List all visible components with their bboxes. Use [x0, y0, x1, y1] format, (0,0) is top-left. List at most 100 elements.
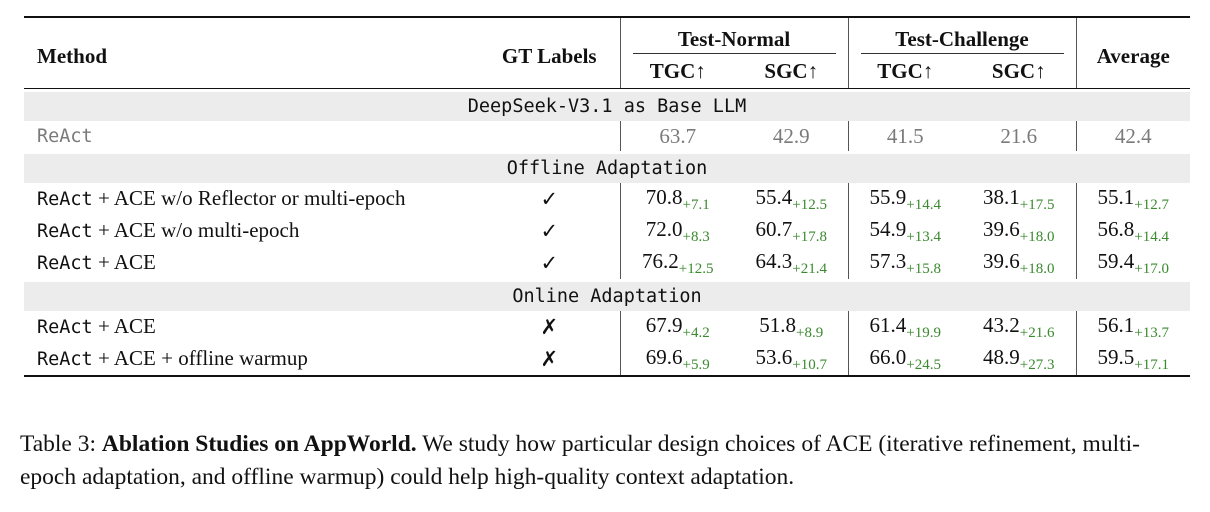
cell-value: 56.1 [1097, 313, 1135, 337]
cell-tc-tgc: 61.4+19.9 [847, 311, 962, 343]
cell-tn-tgc: 70.8+7.1 [619, 183, 735, 215]
cell-value: 55.1 [1097, 185, 1135, 209]
baseline-tc-tgc: 41.5 [847, 121, 962, 151]
cell-delta: +8.9 [796, 325, 824, 341]
row-method-prefix: ReAct [37, 189, 93, 210]
cell-delta: +8.3 [682, 229, 710, 245]
cell-delta: +13.7 [1134, 325, 1169, 341]
cell-value: 59.5 [1097, 345, 1135, 369]
baseline-avg: 42.4 [1075, 121, 1190, 151]
cell-avg: 55.1+12.7 [1075, 183, 1190, 215]
table-row: ReAct + ACE w/o multi-epoch ✓ 72.0+8.3 60.7… [24, 215, 1190, 247]
cell-tc-sgc: 43.2+21.6 [962, 311, 1076, 343]
table-row: ReAct + ACE ✓ 76.2+12.5 64.3+21.4 57.3+15.8 3… [24, 247, 1190, 279]
cell-tn-sgc: 64.3+21.4 [735, 247, 848, 279]
section-base-llm-label: DeepSeek-V3.1 as Base LLM [24, 92, 1190, 121]
cell-value: 39.6 [983, 217, 1020, 241]
section-offline: Offline Adaptation [24, 154, 1190, 183]
cell-delta: +21.4 [792, 261, 827, 277]
caption-text: We study how particular design choices o… [20, 431, 1141, 490]
cell-value: 70.8 [645, 185, 683, 209]
cell-delta: +5.9 [682, 357, 710, 373]
cell-avg: 59.5+17.1 [1075, 343, 1190, 376]
cell-tn-sgc: 60.7+17.8 [735, 215, 848, 247]
ablation-table: Method GT Labels Test-Normal Test-Challe… [24, 16, 1190, 377]
row-method: ReAct + ACE [24, 311, 479, 343]
row-method-suffix: + ACE w/o Reflector or multi-epoch [92, 186, 406, 210]
row-gt-mark: ✓ [540, 218, 559, 243]
cell-delta: +12.5 [792, 197, 827, 213]
cell-tc-sgc: 39.6+18.0 [962, 215, 1076, 247]
table-row: ReAct + ACE w/o Reflector or multi-epoch… [24, 183, 1190, 215]
cell-tc-sgc: 48.9+27.3 [962, 343, 1076, 376]
table-caption: Table 3: Ablation Studies on AppWorld. W… [20, 428, 1190, 494]
cell-value: 53.6 [755, 345, 793, 369]
cell-delta: +4.2 [682, 325, 710, 341]
cell-avg: 56.1+13.7 [1075, 311, 1190, 343]
cell-value: 39.6 [983, 249, 1020, 273]
cell-tc-sgc: 39.6+18.0 [962, 247, 1076, 279]
cell-tn-sgc: 53.6+10.7 [735, 343, 848, 376]
cell-avg: 56.8+14.4 [1075, 215, 1190, 247]
cell-value: 60.7 [755, 217, 793, 241]
cell-tc-tgc: 55.9+14.4 [847, 183, 962, 215]
cell-value: 48.9 [983, 345, 1020, 369]
cell-value: 55.9 [869, 185, 907, 209]
header-tn-tgc: TGC↑ [619, 54, 735, 89]
cell-value: 64.3 [755, 249, 793, 273]
cell-value: 67.9 [645, 313, 683, 337]
cell-tn-tgc: 69.6+5.9 [619, 343, 735, 376]
cell-value: 56.8 [1097, 217, 1135, 241]
cell-value: 66.0 [869, 345, 907, 369]
cell-delta: +24.5 [906, 357, 941, 373]
row-method-prefix: ReAct [37, 349, 93, 370]
cell-delta: +19.9 [906, 325, 941, 341]
cell-value: 51.8 [759, 313, 797, 337]
cell-delta: +17.8 [792, 229, 827, 245]
cell-value: 76.2 [642, 249, 679, 273]
table-row: ReAct + ACE + offline warmup ✗ 69.6+5.9 53.… [24, 343, 1190, 376]
header-test-normal: Test-Normal [619, 17, 848, 54]
header-method: Method [24, 17, 479, 89]
row-gt-mark: ✗ [540, 314, 559, 339]
baseline-tc-sgc: 21.6 [1000, 123, 1038, 148]
cell-delta: +10.7 [792, 357, 827, 373]
baseline-tn-tgc: 63.7 [619, 121, 735, 151]
cell-tc-tgc: 66.0+24.5 [847, 343, 962, 376]
row-method-suffix: + ACE w/o multi-epoch [92, 218, 300, 242]
cell-delta: +15.8 [906, 261, 941, 277]
cell-delta: +14.4 [1134, 229, 1169, 245]
row-method-prefix: ReAct [37, 317, 93, 338]
section-offline-label: Offline Adaptation [24, 154, 1190, 183]
row-method: ReAct + ACE w/o multi-epoch [24, 215, 479, 247]
row-gt-mark: ✓ [540, 186, 559, 211]
header-tn-sgc: SGC↑ [735, 54, 848, 89]
cell-tn-tgc: 76.2+12.5 [619, 247, 735, 279]
cell-tn-sgc: 55.4+12.5 [735, 183, 848, 215]
caption-title: Ablation Studies on AppWorld. [101, 431, 417, 457]
cell-delta: +18.0 [1019, 261, 1055, 277]
cell-value: 69.6 [645, 345, 683, 369]
header-tc-tgc: TGC↑ [847, 54, 962, 89]
cell-delta: +21.6 [1019, 325, 1055, 341]
cell-value: 55.4 [755, 185, 793, 209]
cell-delta: +12.7 [1134, 197, 1169, 213]
cell-delta: +17.1 [1134, 357, 1169, 373]
cell-value: 72.0 [645, 217, 683, 241]
row-method-prefix: ReAct [37, 253, 93, 274]
cell-delta: +12.5 [678, 261, 714, 277]
table-row: ReAct + ACE ✗ 67.9+4.2 51.8+8.9 61.4+19.9 43.… [24, 311, 1190, 343]
row-method: ReAct + ACE + offline warmup [24, 343, 479, 376]
table-row-baseline: ReAct 63.7 42.9 41.5 21.6 42.4 [24, 121, 1190, 151]
cell-delta: +27.3 [1019, 357, 1055, 373]
cell-tc-tgc: 54.9+13.4 [847, 215, 962, 247]
header-average: Average [1075, 17, 1190, 89]
results-table-container: Method GT Labels Test-Normal Test-Challe… [24, 16, 1190, 377]
cell-avg: 59.4+17.0 [1075, 247, 1190, 279]
row-method: ReAct + ACE w/o Reflector or multi-epoch [24, 183, 479, 215]
cell-value: 61.4 [869, 313, 907, 337]
cell-value: 43.2 [983, 313, 1020, 337]
cell-value: 38.1 [983, 185, 1020, 209]
cell-delta: +17.0 [1134, 261, 1169, 277]
caption-label: Table 3: [20, 431, 97, 457]
